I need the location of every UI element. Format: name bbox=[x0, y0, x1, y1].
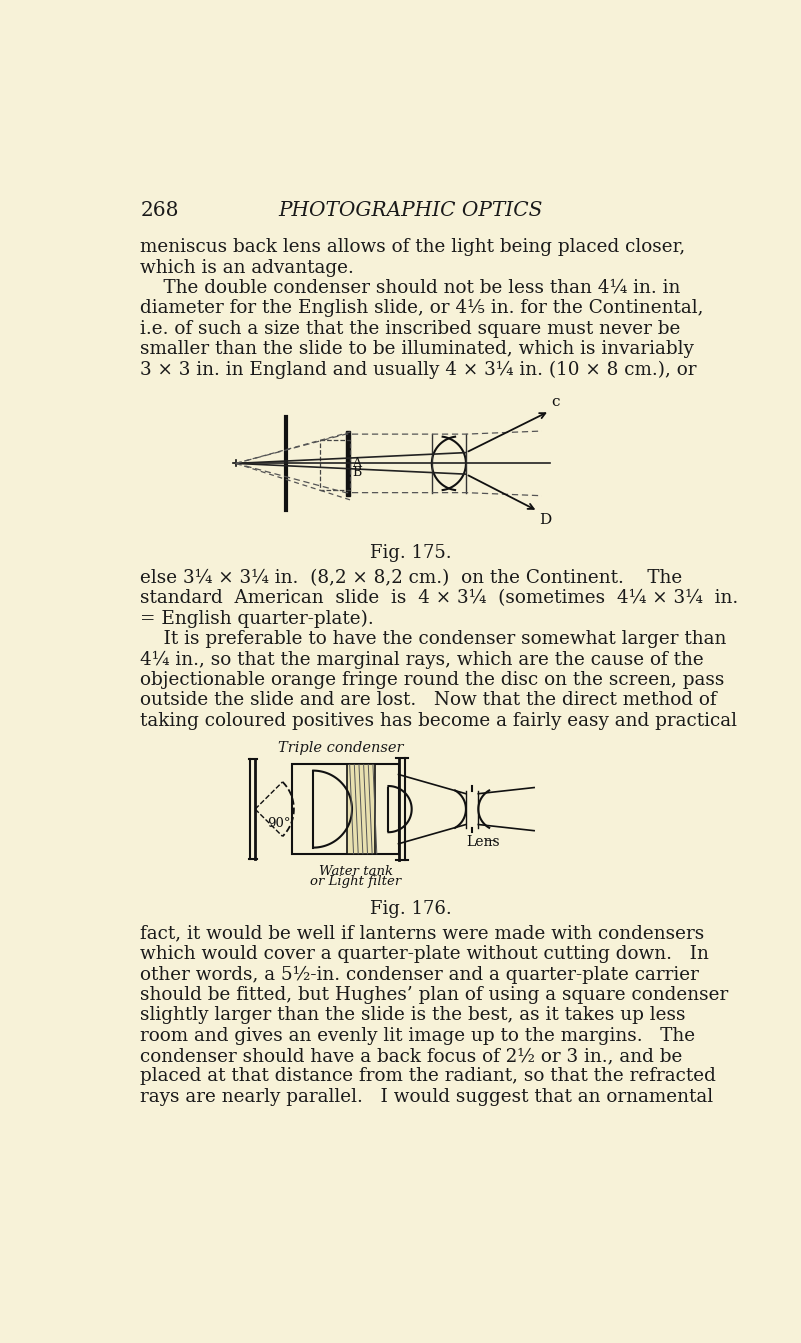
Text: B: B bbox=[352, 466, 361, 479]
Text: Triple condenser: Triple condenser bbox=[278, 741, 403, 755]
Text: 90°: 90° bbox=[267, 817, 290, 830]
Text: slightly larger than the slide is the best, as it takes up less: slightly larger than the slide is the be… bbox=[140, 1006, 686, 1025]
Text: The double condenser should not be less than 4¼ in. in: The double condenser should not be less … bbox=[140, 279, 681, 297]
Text: which is an advantage.: which is an advantage. bbox=[140, 259, 354, 277]
Text: standard  American  slide  is  4 × 3¼  (sometimes  4¼ × 3¼  in.: standard American slide is 4 × 3¼ (somet… bbox=[140, 590, 739, 607]
Text: fact, it would be well if lanterns were made with condensers: fact, it would be well if lanterns were … bbox=[140, 924, 705, 943]
Text: Fig. 176.: Fig. 176. bbox=[370, 900, 452, 919]
Bar bbox=[347, 764, 375, 854]
Text: room and gives an evenly lit image up to the margins.   The: room and gives an evenly lit image up to… bbox=[140, 1026, 695, 1045]
Text: which would cover a quarter-plate without cutting down.   In: which would cover a quarter-plate withou… bbox=[140, 945, 710, 963]
Text: Water tank: Water tank bbox=[319, 865, 392, 877]
Text: diameter for the English slide, or 4⅕ in. for the Continental,: diameter for the English slide, or 4⅕ in… bbox=[140, 299, 704, 317]
Text: objectionable orange fringe round the disc on the screen, pass: objectionable orange fringe round the di… bbox=[140, 672, 725, 689]
Text: placed at that distance from the radiant, so that the refracted: placed at that distance from the radiant… bbox=[140, 1068, 716, 1085]
Bar bbox=[320, 441, 351, 490]
Text: A: A bbox=[352, 457, 361, 470]
Text: rays are nearly parallel.   I would suggest that an ornamental: rays are nearly parallel. I would sugges… bbox=[140, 1088, 714, 1105]
Text: —: — bbox=[485, 835, 496, 845]
Bar bbox=[292, 764, 399, 854]
Text: i.e. of such a size that the inscribed square must never be: i.e. of such a size that the inscribed s… bbox=[140, 320, 681, 338]
Text: should be fitted, but Hughes’ plan of using a square condenser: should be fitted, but Hughes’ plan of us… bbox=[140, 986, 729, 1003]
Bar bbox=[346, 431, 351, 496]
Text: else 3¼ × 3¼ in.  (8,2 × 8,2 cm.)  on the Continent.    The: else 3¼ × 3¼ in. (8,2 × 8,2 cm.) on the … bbox=[140, 569, 682, 587]
Text: condenser should have a back focus of 2½ or 3 in., and be: condenser should have a back focus of 2½… bbox=[140, 1048, 682, 1065]
Text: meniscus back lens allows of the light being placed closer,: meniscus back lens allows of the light b… bbox=[140, 238, 686, 257]
Text: Lens: Lens bbox=[466, 835, 500, 849]
Text: 4¼ in., so that the marginal rays, which are the cause of the: 4¼ in., so that the marginal rays, which… bbox=[140, 650, 704, 669]
Text: or Light filter: or Light filter bbox=[310, 876, 401, 888]
Text: 3 × 3 in. in England and usually 4 × 3¼ in. (10 × 8 cm.), or: 3 × 3 in. in England and usually 4 × 3¼ … bbox=[140, 360, 697, 379]
Text: taking coloured positives has become a fairly easy and practical: taking coloured positives has become a f… bbox=[140, 712, 738, 729]
Text: Fig. 175.: Fig. 175. bbox=[370, 544, 452, 563]
Text: smaller than the slide to be illuminated, which is invariably: smaller than the slide to be illuminated… bbox=[140, 340, 694, 359]
Text: PHOTOGRAPHIC OPTICS: PHOTOGRAPHIC OPTICS bbox=[279, 201, 543, 220]
Text: outside the slide and are lost.   Now that the direct method of: outside the slide and are lost. Now that… bbox=[140, 692, 717, 709]
Text: c: c bbox=[551, 395, 560, 410]
Text: D: D bbox=[540, 513, 552, 526]
Text: = English quarter-plate).: = English quarter-plate). bbox=[140, 610, 374, 629]
Text: It is preferable to have the condenser somewhat larger than: It is preferable to have the condenser s… bbox=[140, 630, 727, 649]
Text: other words, a 5½-in. condenser and a quarter-plate carrier: other words, a 5½-in. condenser and a qu… bbox=[140, 966, 699, 983]
Text: 268: 268 bbox=[140, 201, 179, 220]
